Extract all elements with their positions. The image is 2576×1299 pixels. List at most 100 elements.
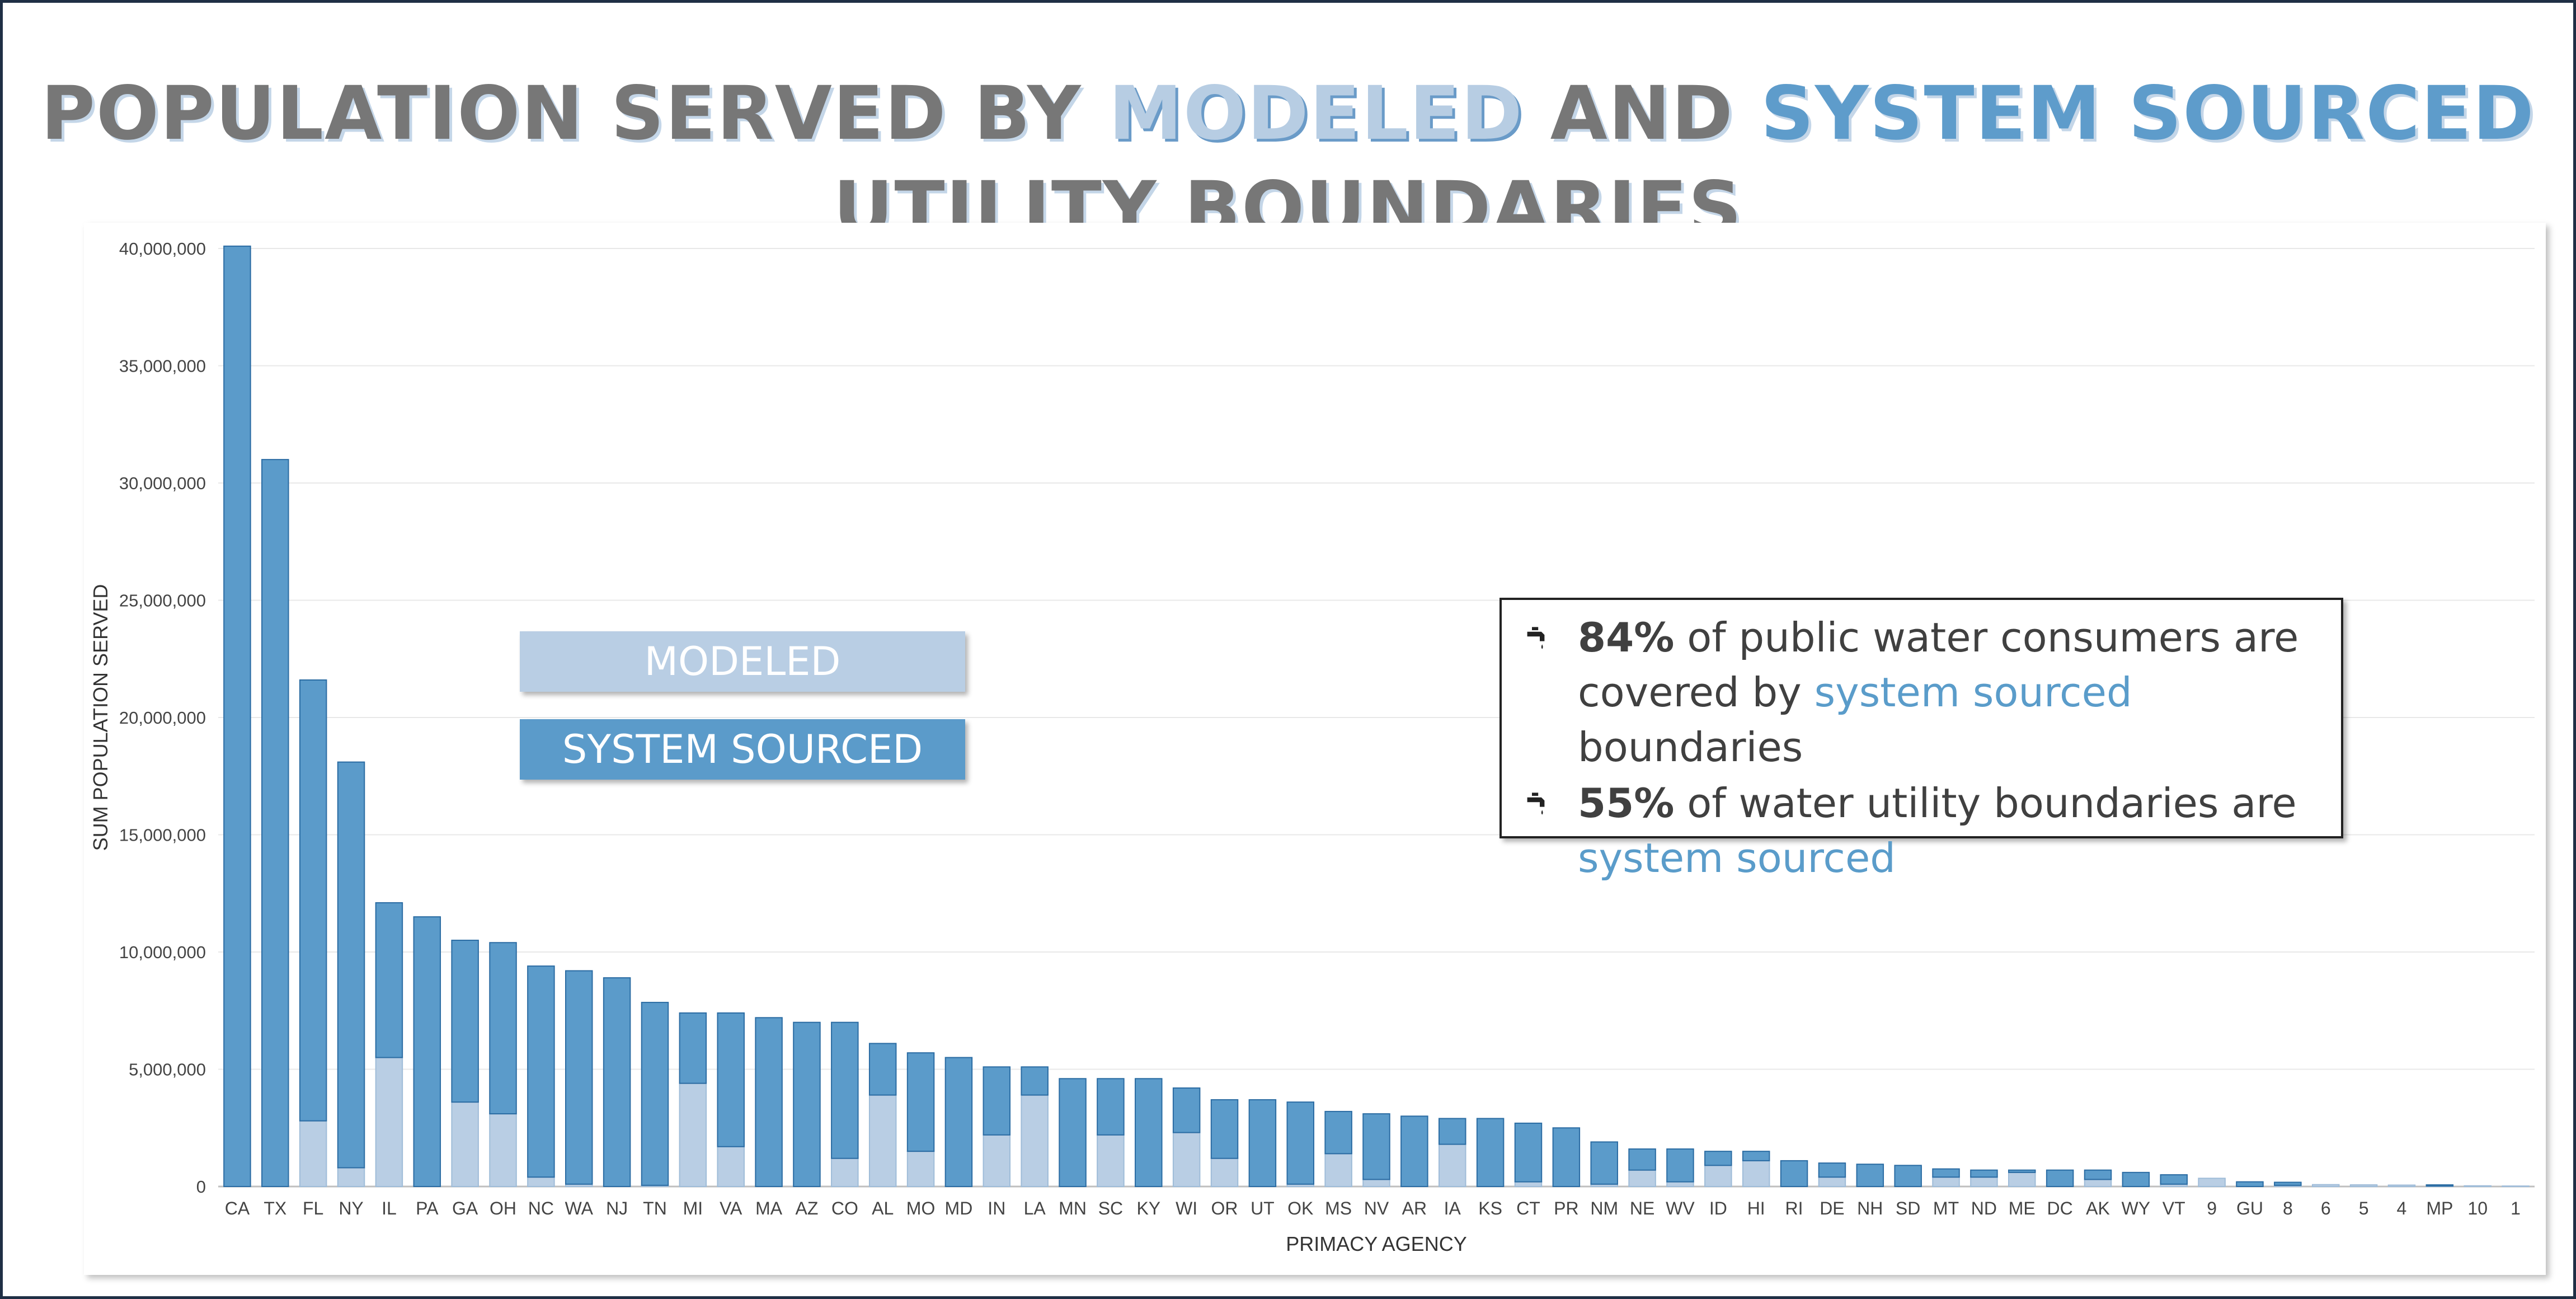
faucet-icon (1527, 792, 1545, 815)
bar-modeled (2198, 1178, 2226, 1187)
x-tick-label: MI (683, 1198, 703, 1218)
bar-modeled (1628, 1169, 1656, 1188)
bar-modeled (1704, 1165, 1732, 1188)
stat-consumers-highlight: system sourced (1814, 669, 2132, 716)
bar-system-sourced (1856, 1164, 1884, 1187)
bar-system-sourced (641, 1002, 669, 1186)
bar-modeled (1362, 1179, 1390, 1188)
title-part-and: AND (1523, 71, 1761, 157)
bar-system-sourced (299, 679, 327, 1122)
bar-system-sourced (679, 1012, 707, 1084)
x-tick-label: GU (2236, 1198, 2263, 1218)
bar-system-sourced (1324, 1110, 1352, 1155)
bar-system-sourced (944, 1057, 973, 1188)
x-tick-label: RI (1785, 1198, 1803, 1218)
x-tick-label: PR (1554, 1198, 1578, 1218)
x-tick-label: HI (1747, 1198, 1765, 1218)
bar-system-sourced (793, 1021, 821, 1187)
x-tick-label: 8 (2283, 1198, 2293, 1218)
x-tick-label: ME (2009, 1198, 2036, 1218)
bar-system-sourced (489, 942, 517, 1115)
x-tick-label: CA (225, 1198, 250, 1218)
x-tick-label: ND (1971, 1198, 1997, 1218)
bar-modeled (906, 1151, 935, 1188)
bar-modeled (1097, 1134, 1125, 1187)
x-tick-label: NE (1630, 1198, 1654, 1218)
bar-system-sourced (1894, 1165, 1922, 1188)
bar-modeled (527, 1176, 555, 1187)
x-tick-label: NJ (606, 1198, 628, 1218)
bar-system-sourced (565, 970, 593, 1185)
x-tick-label: ID (1709, 1198, 1727, 1218)
bar-modeled (868, 1094, 897, 1187)
x-tick-label: MP (2426, 1198, 2453, 1218)
x-tick-label: WI (1176, 1198, 1197, 1218)
y-tick-label: 25,000,000 (119, 591, 206, 611)
x-tick-label: FL (303, 1198, 323, 1218)
bar-system-sourced (1704, 1151, 1732, 1166)
stat-boundaries: 55% of water utility boundaries are syst… (1524, 776, 2324, 885)
stat-consumers-text-b: boundaries (1578, 724, 1803, 771)
bar-system-sourced (906, 1052, 935, 1152)
x-tick-label: NY (339, 1198, 363, 1218)
bar-system-sourced (375, 902, 403, 1058)
bar-modeled (1818, 1176, 1846, 1187)
x-tick-label: WY (2122, 1198, 2151, 1218)
x-tick-label: MD (945, 1198, 973, 1218)
stat-boundaries-text-a: of water utility boundaries are (1674, 780, 2297, 827)
x-tick-label: MO (906, 1198, 936, 1218)
x-tick-label: AR (1402, 1198, 1427, 1218)
bar-system-sourced (261, 459, 289, 1188)
bar-system-sourced (1590, 1141, 1618, 1185)
chart-title: POPULATION SERVED BY MODELED AND SYSTEM … (0, 66, 2576, 256)
bar-modeled (2311, 1184, 2340, 1187)
stat-consumers-text-a: of public water consumers are covered by (1578, 614, 2299, 716)
bar-modeled (983, 1134, 1011, 1187)
bar-modeled (451, 1101, 479, 1188)
x-tick-label: NC (528, 1198, 554, 1218)
y-tick-label: 10,000,000 (119, 942, 206, 962)
bar-system-sourced (1021, 1066, 1049, 1096)
bar-system-sourced (2008, 1169, 2036, 1173)
bar-modeled (717, 1146, 745, 1188)
x-tick-label: GA (452, 1198, 478, 1218)
x-tick-label: LA (1024, 1198, 1046, 1218)
x-tick-label: VA (720, 1198, 742, 1218)
x-axis-title: PRIMACY AGENCY (1286, 1232, 1466, 1255)
y-tick-label: 30,000,000 (119, 473, 206, 493)
x-tick-label: KS (1478, 1198, 1502, 1218)
x-tick-label: IL (382, 1198, 397, 1218)
x-tick-label: DE (1820, 1198, 1844, 1218)
bar-system-sourced (1932, 1168, 1960, 1178)
stats-callout: 84% of public water consumers are covere… (1499, 598, 2343, 881)
bar-system-sourced (1059, 1078, 1087, 1188)
bar-system-sourced (1210, 1099, 1239, 1159)
x-tick-label: NM (1590, 1198, 1618, 1218)
y-tick-label: 5,000,000 (129, 1060, 206, 1080)
stat-boundaries-highlight: system sourced (1578, 834, 1896, 881)
bar-system-sourced (2425, 1184, 2454, 1187)
bar-system-sourced (1818, 1162, 1846, 1178)
bar-modeled (375, 1057, 403, 1188)
x-tick-label: NH (1857, 1198, 1883, 1218)
bar-modeled (1438, 1143, 1466, 1187)
x-tick-label: MN (1059, 1198, 1087, 1218)
bar-system-sourced (868, 1043, 897, 1096)
bar-modeled (2502, 1185, 2530, 1187)
x-tick-label: TX (264, 1198, 286, 1218)
bar-system-sourced (1628, 1148, 1656, 1171)
bar-system-sourced (1970, 1169, 1998, 1178)
y-tick-label: 0 (196, 1177, 206, 1197)
x-tick-label: CO (831, 1198, 858, 1218)
bar-modeled (2008, 1171, 2036, 1187)
x-tick-label: SC (1098, 1198, 1123, 1218)
legend-modeled: MODELED (520, 631, 965, 692)
legend-system-sourced: SYSTEM SOURCED (520, 719, 965, 780)
x-tick-label: WA (565, 1198, 594, 1218)
bar-modeled (1172, 1132, 1201, 1188)
bar-chart: 0 5,000,000 10,000,000 15,000,000 20,000,000… (89, 239, 2535, 1255)
x-tick-label: MA (755, 1198, 783, 1218)
bar-system-sourced (983, 1066, 1011, 1136)
title-part-1: POPULATION SERVED BY (41, 71, 1109, 157)
bar-system-sourced (451, 940, 479, 1103)
